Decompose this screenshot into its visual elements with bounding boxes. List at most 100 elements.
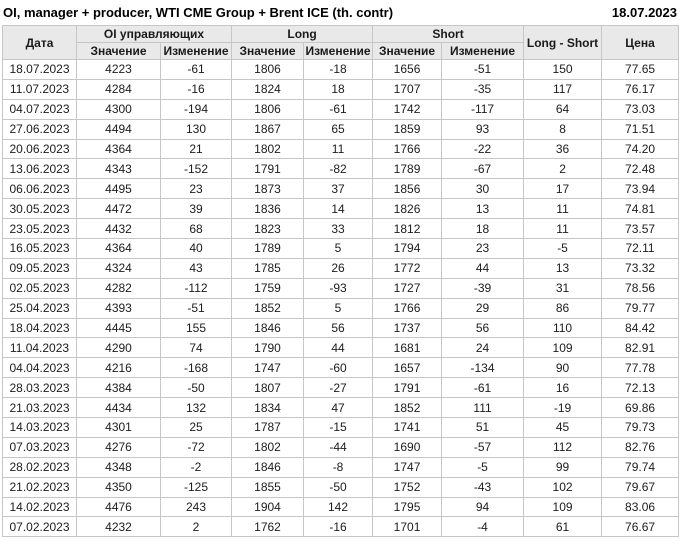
cell-long_change: -50 xyxy=(303,476,374,498)
cell-long_change: 11 xyxy=(303,138,374,160)
cell-long_value: 1762 xyxy=(231,516,305,538)
cell-long_change: 44 xyxy=(303,337,374,359)
col-subheader-oi-value: Значение xyxy=(76,42,161,60)
cell-short_value: 1826 xyxy=(372,198,443,220)
cell-long_value: 1834 xyxy=(231,397,305,419)
cell-short_change: 13 xyxy=(441,198,525,220)
cell-short_change: 29 xyxy=(441,297,525,319)
cell-oi_change: -112 xyxy=(159,277,233,299)
cell-long_short: 31 xyxy=(523,277,603,299)
cell-short_value: 1859 xyxy=(372,118,443,140)
cell-short_value: 1657 xyxy=(372,357,443,379)
table-row: 11.04.2023 4290 74 1790 44 1681 24 109 82.91 xyxy=(2,337,680,359)
cell-long_value: 1802 xyxy=(231,436,305,458)
page-title: OI, manager + producer, WTI CME Group + … xyxy=(3,5,394,20)
cell-short_change: 93 xyxy=(441,118,525,140)
cell-long_short: 13 xyxy=(523,257,603,279)
cell-short_change: -4 xyxy=(441,516,525,538)
cell-long_short: 61 xyxy=(523,516,603,538)
cell-date: 18.04.2023 xyxy=(2,317,77,339)
cell-oi_value: 4284 xyxy=(76,78,161,100)
cell-short_value: 1766 xyxy=(372,297,443,319)
cell-date: 06.06.2023 xyxy=(2,178,77,200)
cell-date: 30.05.2023 xyxy=(2,198,77,220)
cell-short_change: -43 xyxy=(441,476,525,498)
cell-oi_value: 4343 xyxy=(76,158,161,180)
cell-short_value: 1656 xyxy=(372,59,443,80)
table-row: 25.04.2023 4393 -51 1852 5 1766 29 86 79.77 xyxy=(2,297,680,319)
cell-long_value: 1824 xyxy=(231,78,305,100)
cell-short_value: 1812 xyxy=(372,218,443,240)
cell-long_change: -27 xyxy=(303,377,374,399)
cell-oi_change: 21 xyxy=(159,138,233,160)
cell-long_short: 8 xyxy=(523,118,603,140)
cell-long_change: 56 xyxy=(303,317,374,339)
cell-price: 71.51 xyxy=(601,118,680,140)
cell-oi_change: -50 xyxy=(159,377,233,399)
cell-long_short: 2 xyxy=(523,158,603,180)
col-subheader-oi-change: Изменение xyxy=(159,42,233,60)
cell-price: 77.78 xyxy=(601,357,680,379)
cell-oi_value: 4348 xyxy=(76,456,161,478)
cell-short_change: 23 xyxy=(441,238,525,259)
cell-long_value: 1873 xyxy=(231,178,305,200)
cell-short_change: -22 xyxy=(441,138,525,160)
cell-long_short: 112 xyxy=(523,436,603,458)
cell-oi_value: 4324 xyxy=(76,257,161,279)
cell-long_short: -5 xyxy=(523,238,603,259)
cell-price: 82.91 xyxy=(601,337,680,359)
cell-long_short: 110 xyxy=(523,317,603,339)
cell-long_short: 117 xyxy=(523,78,603,100)
cell-short_value: 1795 xyxy=(372,496,443,518)
cell-price: 73.03 xyxy=(601,98,680,120)
cell-long_change: -82 xyxy=(303,158,374,180)
cell-long_value: 1807 xyxy=(231,377,305,399)
cell-long_change: 65 xyxy=(303,118,374,140)
cell-long_change: 37 xyxy=(303,178,374,200)
cell-long_value: 1846 xyxy=(231,317,305,339)
cell-date: 21.03.2023 xyxy=(2,397,77,419)
cell-price: 83.06 xyxy=(601,496,680,518)
cell-price: 73.32 xyxy=(601,257,680,279)
cell-oi_change: 40 xyxy=(159,238,233,259)
cell-long_value: 1787 xyxy=(231,417,305,438)
cell-long_value: 1823 xyxy=(231,218,305,240)
cell-short_value: 1789 xyxy=(372,158,443,180)
cell-short_value: 1742 xyxy=(372,98,443,120)
cell-long_short: 16 xyxy=(523,377,603,399)
cell-oi_change: 2 xyxy=(159,516,233,538)
cell-short_value: 1707 xyxy=(372,78,443,100)
cell-short_change: -61 xyxy=(441,377,525,399)
cell-short_value: 1681 xyxy=(372,337,443,359)
cell-oi_value: 4290 xyxy=(76,337,161,359)
cell-date: 28.03.2023 xyxy=(2,377,77,399)
cell-long_change: 33 xyxy=(303,218,374,240)
cell-oi_value: 4300 xyxy=(76,98,161,120)
cell-oi_value: 4350 xyxy=(76,476,161,498)
cell-short_change: -57 xyxy=(441,436,525,458)
cell-oi_value: 4434 xyxy=(76,397,161,419)
cell-price: 69.86 xyxy=(601,397,680,419)
cell-short_change: 51 xyxy=(441,417,525,438)
cell-long_value: 1790 xyxy=(231,337,305,359)
cell-long_value: 1806 xyxy=(231,98,305,120)
table-row: 06.06.2023 4495 23 1873 37 1856 30 17 73.94 xyxy=(2,178,680,200)
col-header-short: Short xyxy=(372,25,525,43)
oi-table: Дата OI управляющих Long Short Long - Sh… xyxy=(2,25,680,538)
cell-oi_value: 4393 xyxy=(76,297,161,319)
table-row: 28.03.2023 4384 -50 1807 -27 1791 -61 16 72.13 xyxy=(2,377,680,399)
table-row: 30.05.2023 4472 39 1836 14 1826 13 11 74.81 xyxy=(2,198,680,220)
table-row: 27.06.2023 4494 130 1867 65 1859 93 8 71.51 xyxy=(2,118,680,140)
cell-oi_change: 74 xyxy=(159,337,233,359)
cell-oi_value: 4476 xyxy=(76,496,161,518)
col-subheader-short-value: Значение xyxy=(372,42,443,60)
cell-short_value: 1737 xyxy=(372,317,443,339)
cell-long_value: 1852 xyxy=(231,297,305,319)
cell-oi_value: 4364 xyxy=(76,138,161,160)
cell-long_value: 1759 xyxy=(231,277,305,299)
col-subheader-long-change: Изменение xyxy=(303,42,374,60)
col-header-long-minus-short: Long - Short xyxy=(523,25,603,60)
cell-short_change: 24 xyxy=(441,337,525,359)
cell-price: 78.56 xyxy=(601,277,680,299)
cell-long_short: 150 xyxy=(523,59,603,80)
